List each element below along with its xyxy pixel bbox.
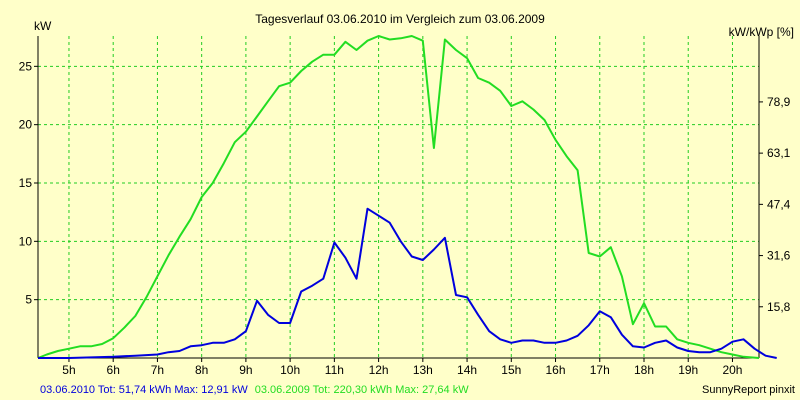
x-tick-label: 15h <box>501 363 521 377</box>
x-tick-label: 16h <box>546 363 566 377</box>
x-tick-label: 18h <box>634 363 654 377</box>
series-line-03-06-2009 <box>37 35 760 359</box>
footer-2010-summary: 03.06.2010 Tot: 51,74 kWh Max: 12,91 kW <box>40 384 248 396</box>
svg-text:03.06.2010 Tot: 51,74 kWh Max:: 03.06.2010 Tot: 51,74 kWh Max: 12,91 kW … <box>40 384 469 396</box>
y-tick-label-left: 10 <box>19 234 33 248</box>
chart-footer: 03.06.2010 Tot: 51,74 kWh Max: 12,91 kW … <box>40 384 795 396</box>
footer-2009-summary: 03.06.2009 Tot: 220,30 kWh Max: 27,64 kW <box>255 384 469 396</box>
y-tick-label-left: 5 <box>25 293 32 307</box>
y-tick-label-left: 15 <box>19 176 33 190</box>
x-tick-label: 17h <box>590 363 610 377</box>
y-tick-label-left: 25 <box>19 59 33 73</box>
x-tick-label: 19h <box>678 363 698 377</box>
y-tick-label-right: 15,8 <box>767 300 791 314</box>
chart-title: Tagesverlauf 03.06.2010 im Vergleich zum… <box>255 12 545 26</box>
y-axis-left-label: kW <box>34 19 52 33</box>
y-tick-label-left: 20 <box>19 118 33 132</box>
x-tick-label: 8h <box>195 363 208 377</box>
x-tick-label: 6h <box>107 363 120 377</box>
series-line-03-06-2010 <box>38 207 777 359</box>
x-tick-label: 10h <box>280 363 300 377</box>
x-tick-label: 12h <box>369 363 389 377</box>
x-tick-label: 7h <box>151 363 164 377</box>
x-tick-label: 5h <box>62 363 75 377</box>
plot-area: 5h 6h 7h 8h 9h 10h 11h 12h 13h 14h 15h 16h 17h 18h 19h… <box>19 35 791 377</box>
footer-credit: SunnyReport pinxit <box>702 384 795 396</box>
y-tick-label-right: 63,1 <box>767 146 791 160</box>
y-tick-label-right: 78,9 <box>767 95 791 109</box>
x-tick-label: 13h <box>413 363 433 377</box>
y-axis-right-label: kW/kWp [%] <box>729 25 794 39</box>
x-tick-label: 14h <box>457 363 477 377</box>
x-tick-label: 9h <box>239 363 252 377</box>
x-tick-label: 11h <box>325 363 344 377</box>
y-tick-label-right: 31,6 <box>767 249 791 263</box>
y-tick-label-right: 47,4 <box>767 197 791 211</box>
x-tick-label: 20h <box>722 363 742 377</box>
